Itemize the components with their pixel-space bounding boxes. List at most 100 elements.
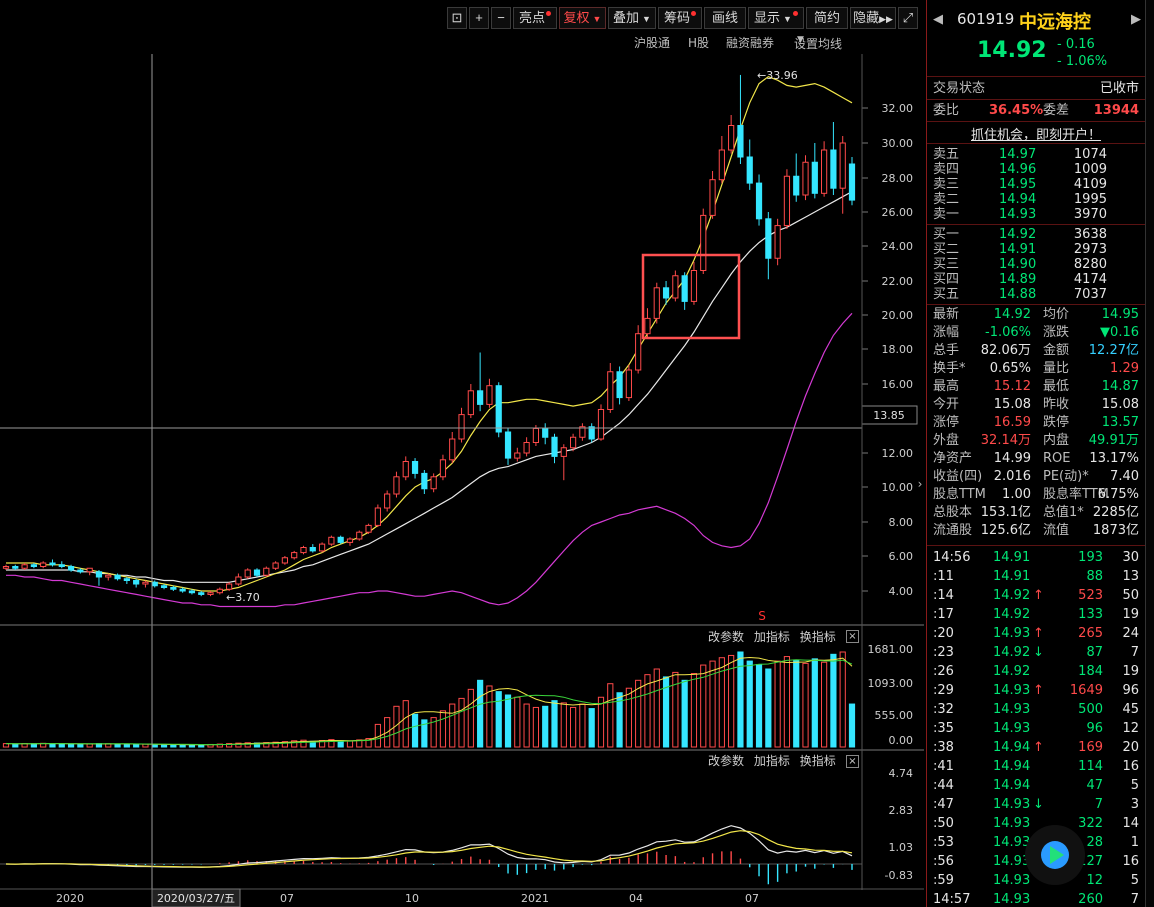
stat-value: 16.59 <box>993 415 1031 430</box>
volume-axis-label: 1093.00 <box>868 677 914 690</box>
stat-label: PE(动)* <box>1043 469 1089 484</box>
candle-body <box>811 161 818 194</box>
overlay-button[interactable]: 叠加 ▼ <box>608 7 656 29</box>
macd-close-icon[interactable]: × <box>846 755 859 768</box>
event-marker-icon[interactable]: S <box>758 609 766 623</box>
stat-value: 13.57 <box>1101 415 1139 430</box>
tick-time: 14:57 <box>933 892 971 907</box>
volume-bar <box>467 688 474 748</box>
volume-bar <box>700 664 707 748</box>
price-axis-label: 12.00 <box>882 447 914 460</box>
candle-body <box>690 270 698 302</box>
order-book: 卖五 14.97 1074 卖四 14.96 1009 卖三 14.95 4109 卖二 14.94… <box>927 146 1145 302</box>
tick-time: :26 <box>933 664 954 679</box>
zoom-out-button[interactable]: − <box>491 7 511 29</box>
tick-row: :17 14.92 133 19 <box>933 606 1143 623</box>
candle-body <box>216 588 223 594</box>
crosshair-date-label: 2020/03/27/五 <box>157 892 235 905</box>
candle-body <box>783 175 791 227</box>
order-label: 卖一 <box>933 207 960 222</box>
candle-body <box>235 576 242 585</box>
volume-bar <box>449 703 456 748</box>
candle-body <box>300 547 307 554</box>
kline-chart[interactable]: 32.00 30.00 28.00 26.00 24.00 22.00 20.00 18.00… <box>0 0 924 907</box>
tick-row: :38 14.94 169 20 ↑ <box>933 739 1143 756</box>
candle-body <box>430 476 437 490</box>
tick-price: 14.92 <box>993 588 1031 603</box>
tick-volume: 1649 <box>1069 683 1103 698</box>
tick-count: 16 <box>1122 759 1139 774</box>
display-button[interactable]: 显示 ▼ <box>748 7 804 29</box>
volume-bar <box>635 679 642 748</box>
candle-body <box>802 161 809 196</box>
margin-link[interactable]: 融资融券 <box>726 36 775 50</box>
open-account-link[interactable]: 抓住机会，即刻开户！ <box>971 128 1102 143</box>
candle-body <box>272 562 279 569</box>
tick-volume: 193 <box>1078 550 1103 565</box>
candle-body <box>244 569 251 578</box>
volume-bar <box>551 700 558 748</box>
adjust-button[interactable]: 复权 ▼ <box>559 7 606 29</box>
tick-time: :56 <box>933 854 954 869</box>
stat-label: 最新 <box>933 307 960 322</box>
play-video-button[interactable] <box>1025 825 1085 885</box>
tick-time: :11 <box>933 569 954 584</box>
candle-body <box>718 149 725 181</box>
candle-body <box>793 175 800 196</box>
macd-add-indicator[interactable]: 加指标 <box>753 754 790 768</box>
candle-body <box>569 436 577 449</box>
quote-panel: ◀ 601919 中远海控 ▶ 14.92 - 0.16 - 1.06% 交易状… <box>926 0 1145 907</box>
tick-price: 14.94 <box>993 759 1031 774</box>
volume-bar <box>393 705 400 748</box>
divider <box>927 143 1145 144</box>
volume-change-indicator[interactable]: 换指标 <box>799 630 836 644</box>
stat-value: 14.87 <box>1101 379 1139 394</box>
trade-status-row: 交易状态 已收市 <box>933 81 1139 96</box>
candle-body <box>86 567 93 573</box>
tick-count: 24 <box>1122 626 1139 641</box>
candle-body <box>356 531 363 540</box>
h-share-link[interactable]: H股 <box>688 36 710 50</box>
candle-body <box>142 581 149 585</box>
tick-price: 14.93 <box>993 797 1031 812</box>
tick-price: 14.91 <box>993 569 1031 584</box>
candle-body <box>755 182 763 220</box>
macd-change-indicator[interactable]: 换指标 <box>799 754 836 768</box>
arrow-down-icon: ↓ <box>1033 645 1044 660</box>
stat-label: 昨收 <box>1043 397 1070 412</box>
candle-body <box>346 538 354 543</box>
hide-button[interactable]: 隐藏▶▶ <box>850 7 896 29</box>
chevron-down-icon: ▼ <box>783 14 792 24</box>
chips-button[interactable]: 筹码 <box>658 7 702 29</box>
stat-value: 15.08 <box>1101 397 1139 412</box>
candle-body <box>21 564 28 569</box>
volume-edit-params[interactable]: 改参数 <box>708 630 745 644</box>
order-label: 卖四 <box>933 162 960 177</box>
simple-button[interactable]: 简约 <box>806 7 848 29</box>
hk-connect-link[interactable]: 沪股通 <box>634 36 671 50</box>
zoom-in-button[interactable]: + <box>469 7 489 29</box>
volume-bar <box>67 743 75 748</box>
fullscreen-button[interactable]: ⤢ <box>898 7 918 29</box>
tick-time: :44 <box>933 778 954 793</box>
candle-body <box>588 426 595 440</box>
order-price: 14.89 <box>999 272 1037 287</box>
prev-stock-icon[interactable]: ◀ <box>933 12 943 27</box>
candle-body <box>179 588 186 592</box>
lock-button[interactable]: ⊡ <box>447 7 467 29</box>
candle-body <box>170 587 177 590</box>
volume-bar <box>821 661 828 748</box>
tick-price: 14.93 <box>993 854 1031 869</box>
volume-bar <box>226 743 233 748</box>
highlight-button[interactable]: 亮点 <box>513 7 557 29</box>
macd-edit-params[interactable]: 改参数 <box>708 754 745 768</box>
volume-close-icon[interactable]: × <box>846 630 859 643</box>
panel-collapse-icon[interactable]: › <box>918 477 923 491</box>
volume-add-indicator[interactable]: 加指标 <box>753 630 790 644</box>
volume-bar <box>365 738 372 748</box>
draw-button[interactable]: 画线 <box>704 7 746 29</box>
volume-bar <box>281 741 289 748</box>
next-stock-icon[interactable]: ▶ <box>1131 12 1141 27</box>
candle-body <box>40 562 47 567</box>
order-label: 卖五 <box>933 147 960 162</box>
